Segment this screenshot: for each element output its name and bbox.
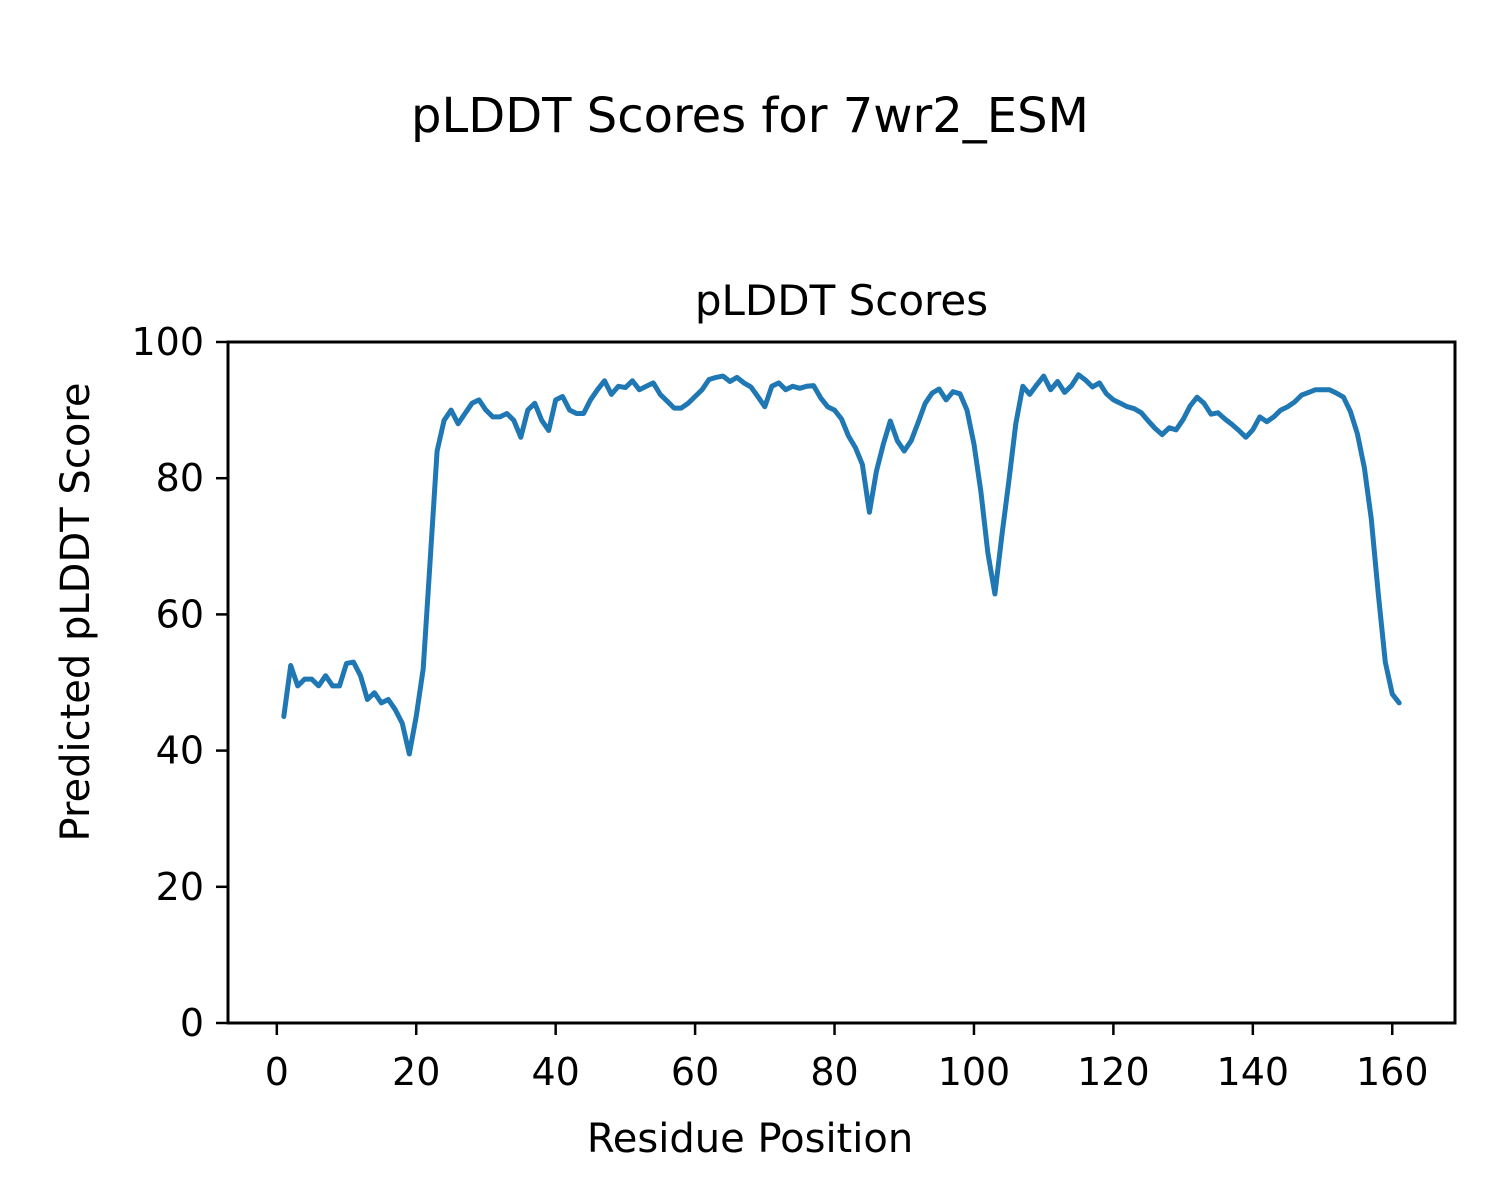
y-tick-label: 20: [156, 865, 204, 909]
x-axis-label: Residue Position: [586, 1116, 914, 1162]
x-tick-label: 60: [671, 1050, 719, 1094]
x-tick-label: 0: [265, 1050, 289, 1094]
plddt-line: [281, 372, 1402, 757]
x-tick-label: 140: [1217, 1050, 1290, 1094]
x-tick-label: 100: [938, 1050, 1011, 1094]
y-tick-label: 100: [131, 320, 204, 364]
axes-spines: [226, 340, 1457, 1025]
x-tick-label: 40: [531, 1050, 579, 1094]
y-axis-label: Predicted pLDDT Score: [53, 382, 99, 842]
x-tick-label: 20: [392, 1050, 440, 1094]
x-tick-label: 160: [1356, 1050, 1429, 1094]
y-tick-label: 60: [156, 592, 204, 636]
y-tick-label: 80: [156, 456, 204, 500]
figure-suptitle: pLDDT Scores for 7wr2_ESM: [411, 88, 1089, 144]
axes-title: pLDDT Scores: [694, 276, 989, 325]
y-tick-label: 0: [180, 1001, 204, 1045]
x-tick-label: 80: [810, 1050, 858, 1094]
x-tick-label: 120: [1077, 1050, 1150, 1094]
y-tick-label: 40: [156, 729, 204, 773]
